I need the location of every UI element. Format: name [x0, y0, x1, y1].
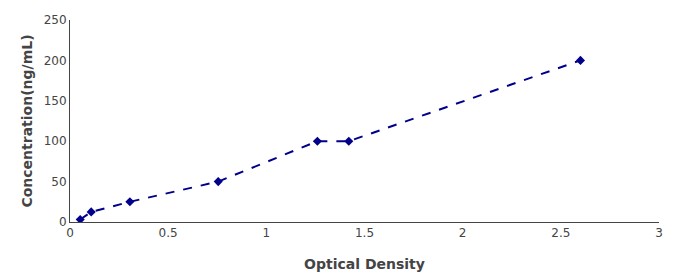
svg-text:200: 200 — [44, 54, 67, 68]
svg-text:250: 250 — [44, 13, 67, 27]
svg-text:3: 3 — [655, 226, 663, 240]
svg-text:0: 0 — [59, 215, 67, 229]
svg-text:150: 150 — [44, 94, 67, 108]
svg-text:1.5: 1.5 — [355, 226, 374, 240]
svg-text:100: 100 — [44, 134, 67, 148]
svg-text:0: 0 — [66, 226, 74, 240]
svg-text:50: 50 — [51, 175, 66, 189]
svg-text:Concentration(ng/mL): Concentration(ng/mL) — [19, 34, 35, 207]
svg-text:2.5: 2.5 — [551, 226, 570, 240]
svg-text:2: 2 — [459, 226, 467, 240]
svg-text:1: 1 — [263, 226, 271, 240]
svg-text:Optical Density: Optical Density — [304, 256, 425, 272]
svg-text:0.5: 0.5 — [159, 226, 178, 240]
